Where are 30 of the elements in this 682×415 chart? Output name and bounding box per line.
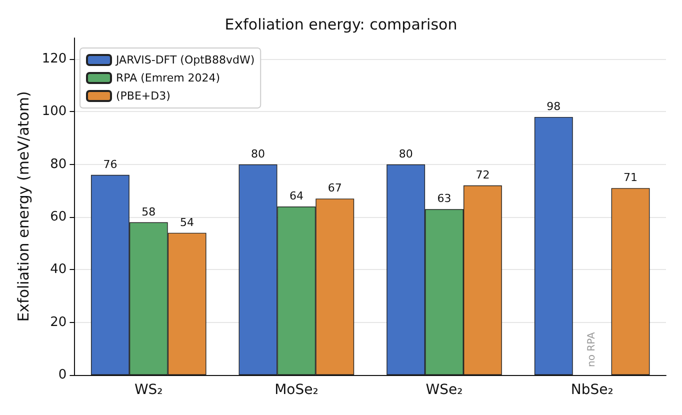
- y-tick-label: 80: [50, 156, 67, 172]
- y-tick-label: 120: [42, 52, 67, 67]
- x-tick-label: WS₂: [134, 382, 163, 398]
- data-label: 64: [289, 190, 304, 202]
- y-axis-title: Exfoliation energy (meV/atom): [14, 91, 32, 322]
- data-label: 54: [180, 216, 194, 229]
- data-label: 63: [437, 192, 452, 206]
- data-label: 72: [476, 168, 490, 182]
- legend-label: (PBE+D3): [116, 90, 170, 102]
- x-tick-label: WSe₂: [426, 382, 463, 398]
- bar: [534, 116, 573, 375]
- y-tick-label: 20: [50, 314, 67, 330]
- data-label: 98: [546, 100, 561, 113]
- data-label: 76: [103, 158, 118, 171]
- y-tick-label: 100: [42, 104, 67, 120]
- data-label: 67: [328, 182, 342, 195]
- y-tick-label: 60: [50, 210, 67, 225]
- chart-title: Exfoliation energy: comparison: [224, 16, 458, 34]
- data-label: 71: [624, 171, 638, 184]
- annotation: no RPA: [586, 332, 598, 367]
- data-label: 58: [142, 205, 156, 218]
- y-tick-label: 40: [50, 262, 67, 278]
- data-label: 80: [251, 147, 266, 160]
- legend-label: RPA (Emrem 2024): [116, 72, 220, 84]
- bar: [611, 188, 650, 375]
- x-tick-label: MoSe₂: [274, 382, 318, 398]
- x-tick-label: NbSe₂: [570, 382, 614, 398]
- legend-label: JARVIS-DFT (OptB88vdW): [115, 54, 255, 66]
- y-tick-label: 0: [58, 368, 67, 382]
- data-label: 80: [398, 147, 413, 160]
